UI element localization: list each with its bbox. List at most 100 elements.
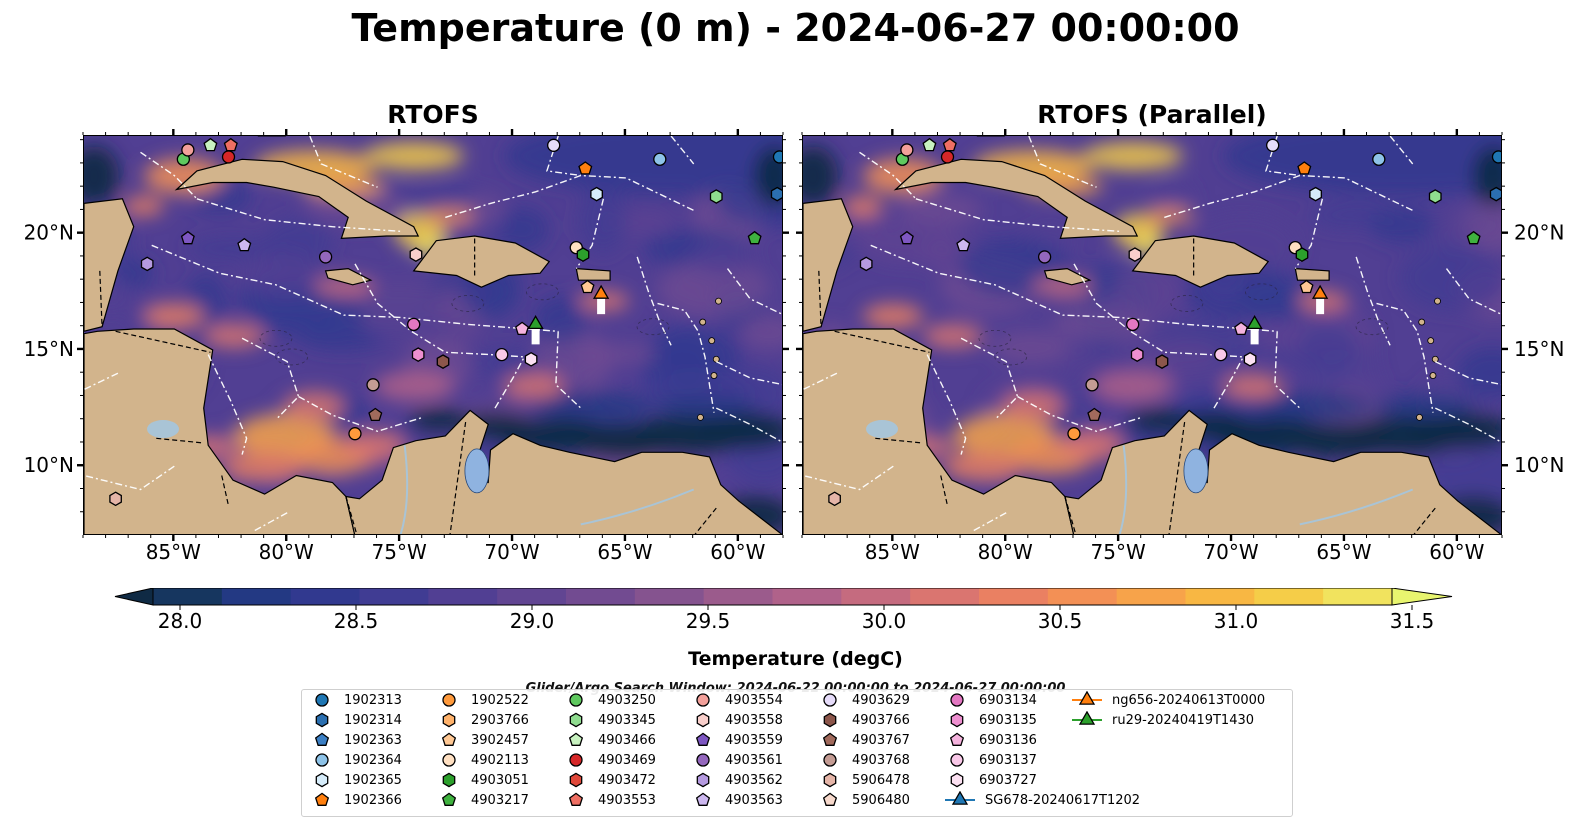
- hexagon-marker-icon: [569, 772, 583, 788]
- map-marker-6903136: [1234, 321, 1249, 336]
- legend-label: 1902522: [471, 692, 529, 708]
- legend-item: 6903727: [945, 770, 1037, 790]
- legend-label: 6903135: [979, 712, 1037, 728]
- lon-tick-label: 65°W: [597, 540, 652, 564]
- map-marker-4903345: [709, 189, 723, 204]
- hexagon-marker-icon: [823, 772, 837, 788]
- map-marker-4903051: [576, 247, 590, 262]
- colorbar-tick-label: 28.5: [334, 609, 379, 633]
- figure-title: Temperature (0 m) - 2024-06-27 00:00:00: [351, 6, 1240, 50]
- legend-item: 4903345: [564, 710, 656, 730]
- map-marker-1902366: [1297, 161, 1312, 175]
- legend-item: 4903553: [564, 790, 656, 810]
- legend-label: ng656-20240613T0000: [1112, 692, 1266, 708]
- map-marker-3902457: [1299, 279, 1314, 294]
- legend-item: 6903136: [945, 730, 1037, 750]
- legend-label: 1902363: [344, 732, 402, 748]
- hexagon-marker-icon: [315, 712, 329, 728]
- legend-label: 4902113: [471, 752, 529, 768]
- map-marker-4903558: [409, 247, 423, 262]
- lon-tick-label: 75°W: [1091, 540, 1146, 564]
- legend-item: 1902364: [310, 750, 402, 770]
- legend-item: 4903629: [818, 690, 910, 710]
- map-marker-4903051: [1295, 247, 1309, 262]
- legend-label: 4903472: [598, 772, 656, 788]
- colorbar-tick-label: 28.0: [158, 609, 203, 633]
- lat-tick-label: 15°N: [24, 337, 74, 361]
- colorbar-segment: [221, 588, 292, 605]
- map-marker-4903554: [181, 143, 195, 157]
- colorbar-segment: [910, 588, 980, 605]
- map-marker-ng656-20240613T0000: [592, 284, 610, 299]
- circle-marker-icon: [569, 753, 583, 767]
- map-marker-4903559: [899, 230, 914, 245]
- map-panel-rtofs-parallel[interactable]: [802, 135, 1502, 535]
- lon-tick-label: 70°W: [484, 540, 539, 564]
- legend-label: 4903561: [725, 752, 783, 768]
- map-marker-1902314: [770, 186, 782, 202]
- colorbar-segment: [497, 588, 567, 605]
- map-marker-1902522: [1067, 427, 1081, 441]
- legend-label: ru29-20240419T1430: [1112, 712, 1255, 728]
- lon-tick-label: 60°W: [710, 540, 765, 564]
- colorbar-segment: [290, 588, 360, 605]
- map-marker-4903469: [940, 150, 955, 164]
- map-marker-4903553: [942, 137, 957, 152]
- circle-marker-icon: [823, 753, 837, 767]
- colorbar-segment: [634, 588, 705, 605]
- legend-label: SG678-20240617T1202: [985, 792, 1141, 808]
- hexagon-marker-icon: [442, 712, 456, 728]
- legend-item: 4903466: [564, 730, 656, 750]
- legend-item: 4903554: [691, 690, 783, 710]
- map-marker-1902522: [348, 427, 362, 441]
- hexagon-marker-icon: [823, 712, 837, 728]
- map-marker-6903135: [1130, 347, 1144, 362]
- map-marker-1902313: [772, 150, 782, 164]
- map-marker-1902313: [1491, 150, 1501, 164]
- legend-label: 4903466: [598, 732, 656, 748]
- legend-label: 1902366: [344, 792, 402, 808]
- colorbar-segment: [979, 588, 1049, 605]
- legend-item: 1902366: [310, 790, 402, 810]
- map-marker-4903563: [237, 237, 252, 252]
- panel-title-rtofs-parallel: RTOFS (Parallel): [1037, 100, 1267, 129]
- legend-item: 6903135: [945, 710, 1037, 730]
- map-marker-6903727: [1243, 351, 1257, 367]
- legend-item: 1902522: [437, 690, 529, 710]
- triangle-marker-icon: [1078, 711, 1096, 725]
- colorbar-extend-low: [114, 588, 154, 606]
- legend-item: 4903051: [437, 770, 529, 790]
- map-canvas: [803, 136, 1501, 534]
- map-marker-4903562: [140, 256, 154, 272]
- pentagon-marker-icon: [568, 732, 584, 746]
- legend-label: 4903559: [725, 732, 783, 748]
- legend-item: 1902363: [310, 730, 402, 750]
- lon-tick-label: 75°W: [372, 540, 427, 564]
- legend: 1902313 1902314 1902363 1902364 1902365 19023…: [301, 689, 1293, 817]
- legend-label: 1902313: [344, 692, 402, 708]
- map-marker-4903558: [1128, 247, 1142, 262]
- colorbar-segment: [566, 588, 636, 605]
- lon-tick-label: 60°W: [1429, 540, 1484, 564]
- legend-item: 5906478: [818, 770, 910, 790]
- lat-tick-label: 10°N: [24, 453, 74, 477]
- legend-label: 4903345: [598, 712, 656, 728]
- map-panel-rtofs[interactable]: [83, 135, 783, 535]
- map-marker-4903466: [203, 137, 218, 152]
- legend-item: ng656-20240613T0000: [1072, 690, 1265, 710]
- map-marker-4903766: [1155, 354, 1169, 369]
- circle-marker-icon: [315, 693, 329, 707]
- map-marker-6903137: [1214, 347, 1228, 362]
- colorbar-extend-high: [1391, 588, 1453, 606]
- legend-label: 6903137: [979, 752, 1037, 768]
- map-marker-4903553: [223, 137, 238, 152]
- colorbar-segment: [703, 588, 773, 605]
- colorbar-tick-label: 30.5: [1038, 609, 1083, 633]
- triangle-marker-icon: [951, 791, 969, 805]
- map-marker-ru29-20240419T1430: [1246, 315, 1263, 330]
- hexagon-marker-icon: [696, 772, 710, 788]
- legend-item: 4903469: [564, 750, 656, 770]
- legend-item: 3902457: [437, 730, 529, 750]
- panel-title-rtofs: RTOFS: [387, 100, 479, 129]
- map-marker-4903217: [1466, 230, 1481, 245]
